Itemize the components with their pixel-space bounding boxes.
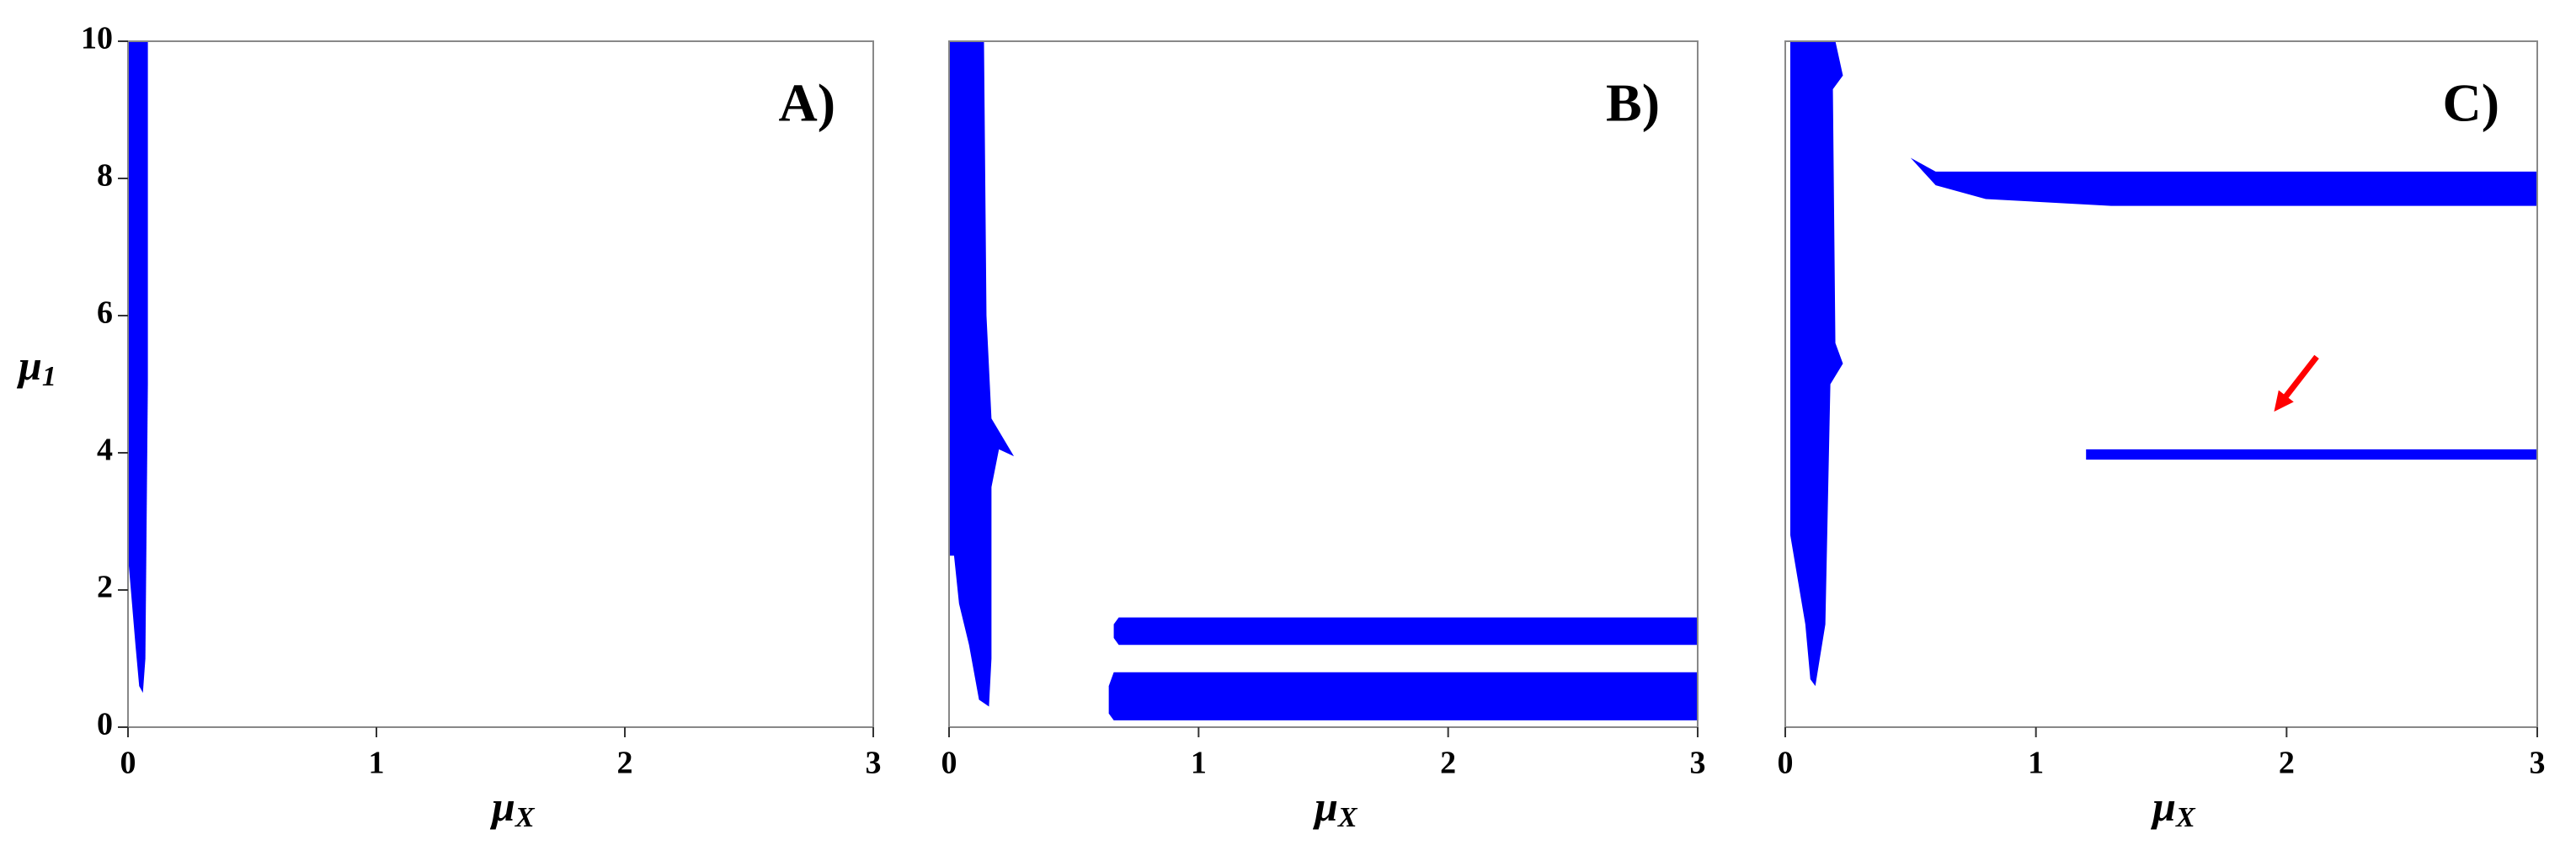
panel-label: C): [2442, 73, 2499, 133]
x-tick-label: 2: [1440, 746, 1456, 781]
x-tick-label: 1: [369, 746, 385, 781]
x-tick-label: 0: [941, 746, 957, 781]
x-tick-label: 1: [1191, 746, 1207, 781]
x-axis-symbol: μ: [2150, 783, 2176, 830]
x-tick-label: 3: [2530, 746, 2546, 781]
x-axis-symbol: μ: [1312, 783, 1338, 830]
x-axis-subscript: X: [2175, 802, 2196, 833]
plot-frame: [1784, 40, 2538, 728]
region: [2086, 449, 2537, 460]
plot-frame: [127, 40, 874, 728]
plot-frame: [948, 40, 1699, 728]
y-tick-label: 0: [97, 707, 113, 742]
y-tick-label: 6: [97, 295, 113, 331]
x-tick-label: 0: [1778, 746, 1794, 781]
y-tick-label: 8: [97, 158, 113, 194]
region: [1113, 617, 1698, 646]
y-tick-label: 10: [81, 21, 113, 56]
x-axis-subscript: X: [1337, 802, 1358, 833]
region: [1910, 157, 2537, 206]
panel-label: B): [1606, 73, 1660, 133]
x-axis-subscript: X: [515, 802, 536, 833]
x-tick-label: 2: [617, 746, 633, 781]
x-tick-label: 1: [2028, 746, 2044, 781]
x-axis-label: μX: [489, 783, 536, 832]
region: [949, 41, 1015, 707]
arrow-head: [2274, 390, 2294, 412]
panel-label: A): [778, 73, 835, 133]
y-tick-label: 2: [97, 570, 113, 605]
x-tick-label: 0: [120, 746, 136, 781]
region: [1789, 41, 1843, 687]
x-tick-label: 2: [2279, 746, 2295, 781]
x-tick-label: 3: [866, 746, 882, 781]
x-axis-label: μX: [2150, 783, 2196, 832]
y-axis-label: μ1: [16, 343, 56, 392]
region: [128, 41, 148, 694]
y-axis-subscript: 1: [42, 361, 56, 392]
x-axis-label: μX: [1312, 783, 1358, 832]
region: [1108, 672, 1698, 720]
y-tick-label: 4: [97, 433, 113, 468]
y-axis-symbol: μ: [16, 343, 42, 390]
x-axis-symbol: μ: [489, 783, 515, 830]
x-tick-label: 3: [1690, 746, 1706, 781]
